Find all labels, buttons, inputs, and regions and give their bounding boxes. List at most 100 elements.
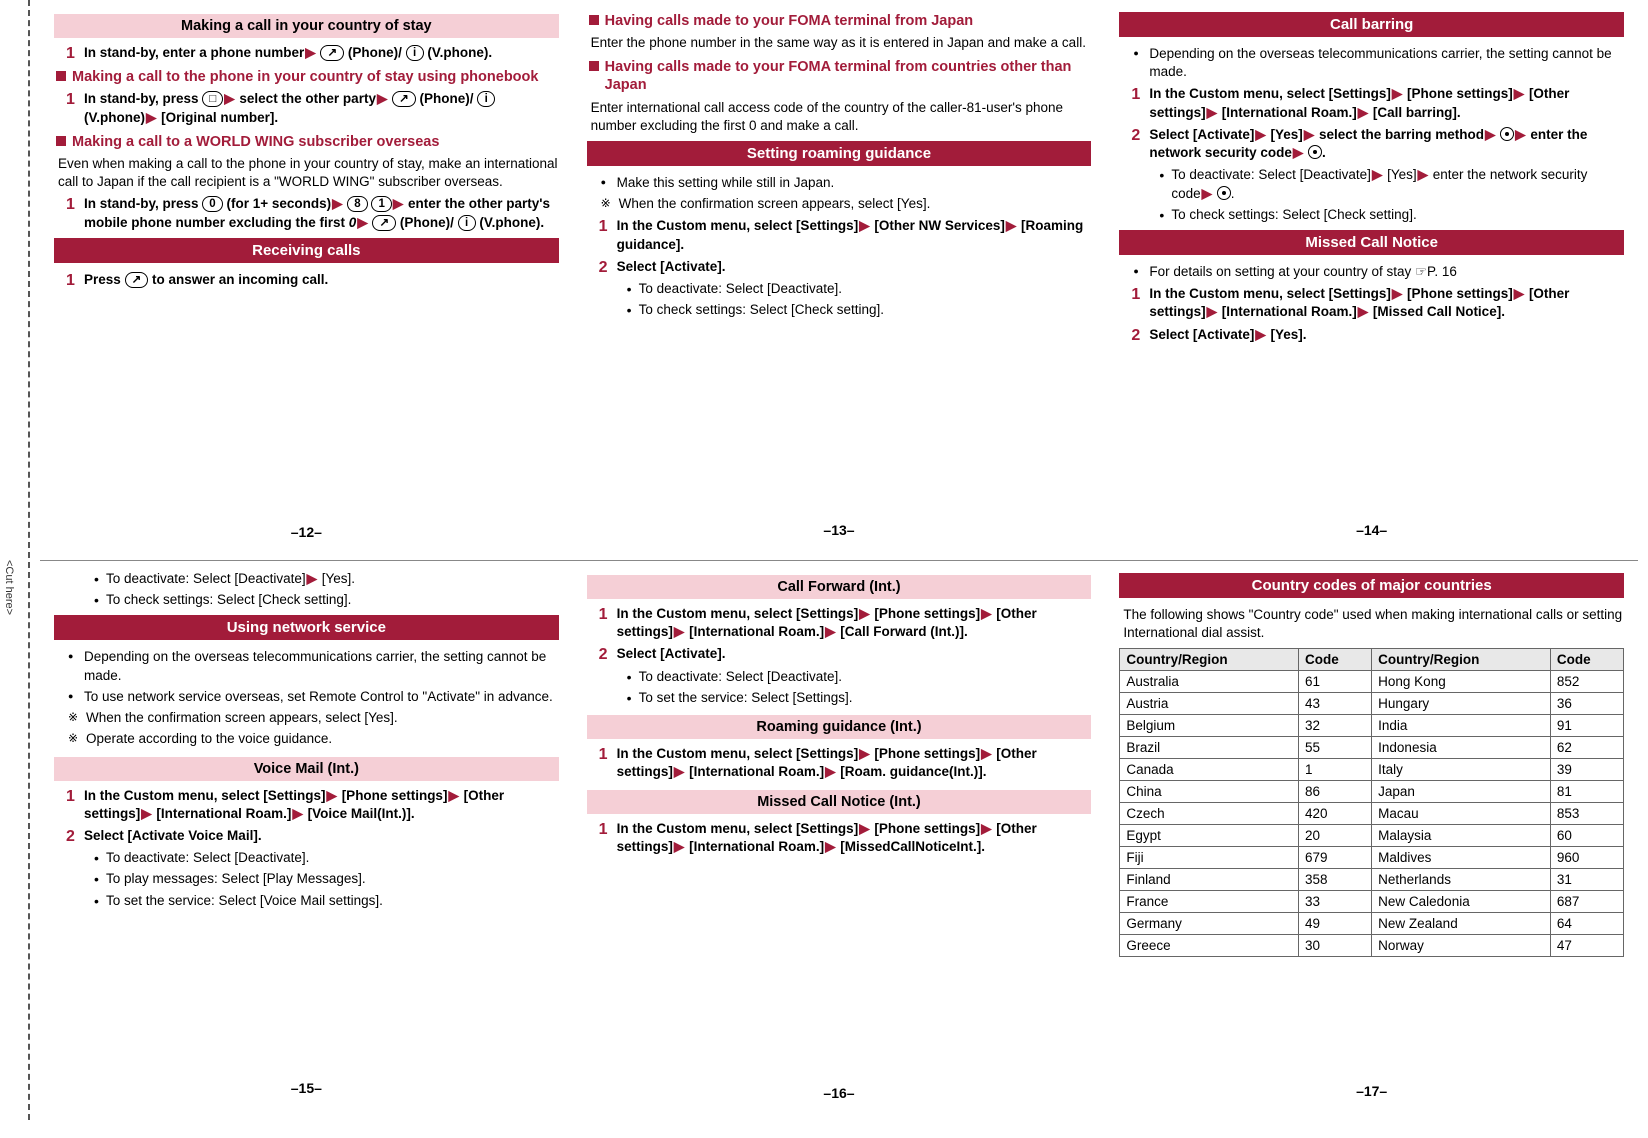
step: 2 Select [Activate].: [587, 645, 1092, 663]
info-key-icon: i: [477, 91, 495, 107]
sub-text: [Yes]: [1387, 167, 1417, 182]
step-text: [Call barring].: [1373, 105, 1461, 120]
table-row: Canada1Italy39: [1120, 759, 1624, 781]
paragraph: The following shows "Country code" used …: [1123, 606, 1624, 642]
table-cell: Australia: [1120, 671, 1299, 693]
page-number: –16–: [587, 1085, 1092, 1101]
step-text: Select [Activate]: [1149, 127, 1254, 142]
step-text: [Phone settings]: [874, 746, 980, 761]
table-row: China86Japan81: [1120, 781, 1624, 803]
table-cell: 30: [1299, 935, 1372, 957]
table-row: Fiji679Maldives960: [1120, 847, 1624, 869]
step-text: In the Custom menu, select [Settings]: [1149, 286, 1391, 301]
table-cell: Hungary: [1372, 693, 1551, 715]
header-pink: Roaming guidance (Int.): [587, 715, 1092, 739]
table-cell: 32: [1299, 715, 1372, 737]
table-row: Finland358Netherlands31: [1120, 869, 1624, 891]
table-row: Greece30Norway47: [1120, 935, 1624, 957]
table-cell: 1: [1299, 759, 1372, 781]
table-header: Country/Region: [1372, 649, 1551, 671]
step-text: [International Roam.]: [689, 624, 824, 639]
ok-key-icon: [1217, 186, 1231, 200]
phone-key-icon: ↗: [392, 91, 416, 107]
step: 1 In the Custom menu, select [Settings]▶…: [587, 820, 1092, 856]
step-text: (Phone)/: [420, 91, 474, 106]
table-cell: Macau: [1372, 803, 1551, 825]
note: Make this setting while still in Japan.: [605, 174, 1092, 192]
paragraph: Enter the phone number in the same way a…: [591, 34, 1092, 52]
info-key-icon: i: [406, 45, 424, 61]
table-cell: Japan: [1372, 781, 1551, 803]
step: 1 In the Custom menu, select [Settings]▶…: [1119, 85, 1624, 121]
header-pink: Call Forward (Int.): [587, 575, 1092, 599]
step-text: [International Roam.]: [689, 839, 824, 854]
table-row: Germany49New Zealand64: [1120, 913, 1624, 935]
table-cell: 62: [1550, 737, 1623, 759]
table-row: Australia61Hong Kong852: [1120, 671, 1624, 693]
table-cell: 420: [1299, 803, 1372, 825]
step: 1 Press ↗ to answer an incoming call.: [54, 271, 559, 289]
step-text: (V.phone): [84, 110, 145, 125]
table-cell: Egypt: [1120, 825, 1299, 847]
step-text: Select [Activate]: [1149, 327, 1254, 342]
step: 1 In stand-by, press 0 (for 1+ seconds)▶…: [54, 195, 559, 231]
table-cell: Maldives: [1372, 847, 1551, 869]
header-dark: Call barring: [1119, 12, 1624, 37]
header-pink: Missed Call Notice (Int.): [587, 790, 1092, 814]
header-dark: Receiving calls: [54, 238, 559, 263]
table-cell: 36: [1550, 693, 1623, 715]
step: 2 Select [Activate]▶ [Yes].: [1119, 326, 1624, 344]
page-number: –12–: [54, 524, 559, 540]
sub-bullet: To deactivate: Select [Deactivate]▶ [Yes…: [94, 570, 559, 588]
sub-bullet: To check settings: Select [Check setting…: [94, 591, 559, 609]
header-dark: Missed Call Notice: [1119, 230, 1624, 255]
table-cell: France: [1120, 891, 1299, 913]
step-text: In stand-by, press: [84, 196, 199, 211]
table-cell: Norway: [1372, 935, 1551, 957]
table-header: Country/Region: [1120, 649, 1299, 671]
step-text: to answer an incoming call.: [152, 272, 328, 287]
table-row: Egypt20Malaysia60: [1120, 825, 1624, 847]
table-cell: 679: [1299, 847, 1372, 869]
table-row: Belgium32India91: [1120, 715, 1624, 737]
panel-17: Country codes of major countries The fol…: [1105, 560, 1638, 1120]
section-title: Making a call to a WORLD WING subscriber…: [54, 133, 559, 151]
table-cell: 64: [1550, 913, 1623, 935]
table-cell: Netherlands: [1372, 869, 1551, 891]
table-cell: 47: [1550, 935, 1623, 957]
step-text: [Other NW Services]: [874, 218, 1005, 233]
step-text: select the other party: [239, 91, 376, 106]
step-text: [International Roam.]: [1222, 304, 1357, 319]
step-text: In the Custom menu, select [Settings]: [617, 746, 859, 761]
step-text: [Yes].: [1271, 327, 1307, 342]
page-number: –15–: [54, 1080, 559, 1096]
table-cell: New Zealand: [1372, 913, 1551, 935]
phone-key-icon: ↗: [372, 215, 396, 231]
cut-here-label: <Cut here>: [3, 560, 15, 615]
header-dark: Using network service: [54, 615, 559, 640]
ok-key-icon: [1308, 145, 1322, 159]
cut-line: [28, 0, 30, 1120]
note: Depending on the overseas telecommunicat…: [1137, 45, 1624, 81]
table-header: Code: [1550, 649, 1623, 671]
step-text: (Phone)/: [400, 215, 454, 230]
table-row: France33New Caledonia687: [1120, 891, 1624, 913]
note: Depending on the overseas telecommunicat…: [72, 648, 559, 684]
table-cell: Belgium: [1120, 715, 1299, 737]
step: 1 In the Custom menu, select [Settings]▶…: [587, 745, 1092, 781]
header-pink: Making a call in your country of stay: [54, 14, 559, 38]
sub-bullet: To set the service: Select [Voice Mail s…: [94, 892, 559, 910]
paragraph: Even when making a call to the phone in …: [58, 155, 559, 191]
country-code-table: Country/Region Code Country/Region Code …: [1119, 648, 1624, 957]
table-cell: Malaysia: [1372, 825, 1551, 847]
table-cell: 853: [1550, 803, 1623, 825]
step: 2 Select [Activate]▶ [Yes]▶ select the b…: [1119, 126, 1624, 162]
step-text: [Missed Call Notice].: [1373, 304, 1505, 319]
panel-13: Having calls made to your FOMA terminal …: [573, 0, 1106, 560]
note: Operate according to the voice guidance.: [72, 730, 559, 748]
step-text: [Phone settings]: [1407, 86, 1513, 101]
step-text: Press: [84, 272, 121, 287]
table-cell: 31: [1550, 869, 1623, 891]
step-text: (V.phone).: [479, 215, 544, 230]
table-cell: Fiji: [1120, 847, 1299, 869]
